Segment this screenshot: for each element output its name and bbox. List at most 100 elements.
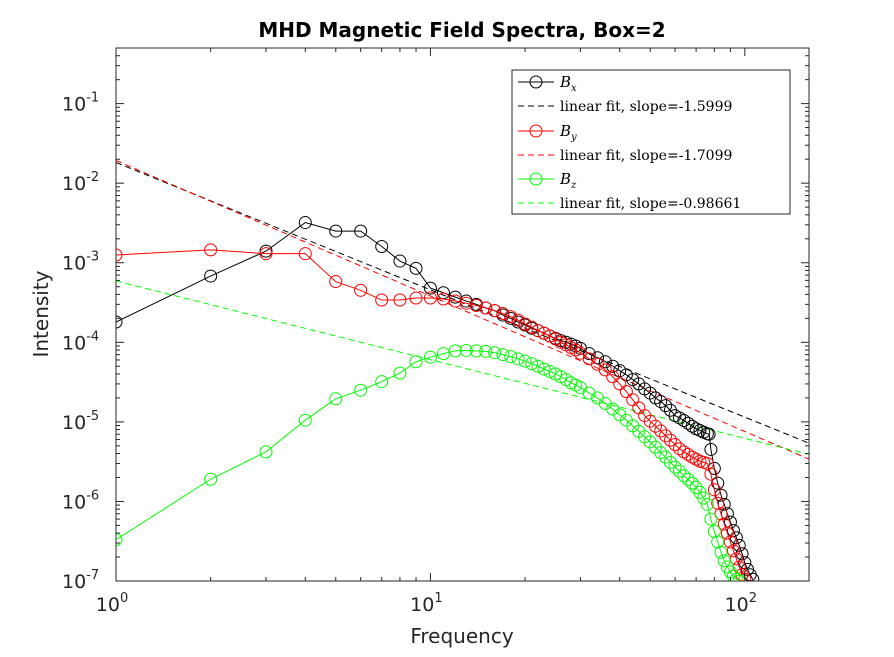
data-point: [116, 248, 123, 262]
data-point: [329, 392, 343, 406]
data-point: [204, 472, 218, 486]
data-point: [732, 574, 746, 581]
data-point: [654, 424, 668, 438]
data-point: [643, 386, 657, 400]
data-point: [423, 281, 437, 295]
data-point: [726, 569, 740, 581]
data-point: [606, 370, 620, 384]
data-point: [511, 352, 525, 366]
data-point: [643, 414, 657, 428]
data-point: [704, 442, 718, 456]
y-axis-label: Intensity: [29, 270, 53, 357]
data-point: [448, 344, 462, 358]
data-point: [685, 476, 699, 490]
legend-box: [511, 69, 791, 215]
data-point: [393, 366, 407, 380]
data-point: [479, 344, 493, 358]
data-point: [582, 347, 596, 361]
data-point: [496, 307, 510, 321]
data-point: [598, 363, 612, 377]
data-point: [525, 320, 539, 334]
data-point: [663, 433, 677, 447]
data-point: [504, 350, 518, 364]
y-tick-label: 10-1: [62, 91, 99, 116]
data-point: [659, 450, 673, 464]
series-bz: [116, 343, 746, 581]
data-point: [409, 261, 423, 275]
data-point: [700, 497, 714, 511]
data-point: [469, 344, 483, 358]
data-point: [649, 419, 663, 433]
data-point: [720, 526, 734, 540]
data-point: [711, 476, 725, 490]
data-point: [543, 364, 557, 378]
data-point: [702, 427, 716, 441]
data-point: [707, 483, 721, 497]
data-point: [714, 507, 728, 521]
data-point: [654, 395, 668, 409]
data-point: [518, 354, 532, 368]
data-point: [668, 460, 682, 474]
data-point: [619, 385, 633, 399]
legend-fit-label: linear fit, slope=-1.5999: [560, 99, 732, 115]
data-point: [677, 469, 691, 483]
data-point: [329, 275, 343, 289]
data-point: [423, 350, 437, 364]
data-point: [488, 346, 502, 360]
data-point: [423, 291, 437, 305]
legend-fit-label: linear fit, slope=-1.7099: [560, 148, 732, 164]
data-point: [606, 359, 620, 373]
legend-fit-label: linear fit, slope=-0.98661: [560, 196, 741, 212]
data-point: [711, 535, 725, 549]
data-point: [459, 296, 473, 310]
legend-series-marker: [529, 172, 543, 186]
data-point: [598, 355, 612, 369]
data-point: [537, 362, 551, 376]
data-point: [663, 403, 677, 417]
x-axis-label: Frequency: [410, 624, 513, 648]
data-point: [354, 383, 368, 397]
data-point: [496, 348, 510, 362]
data-point: [393, 293, 407, 307]
data-point: [673, 464, 687, 478]
data-point: [448, 294, 462, 308]
data-point: [717, 517, 731, 531]
data-point: [116, 533, 123, 547]
data-point: [582, 386, 596, 400]
data-point: [714, 488, 728, 502]
data-point: [681, 472, 695, 486]
data-point: [613, 377, 627, 391]
data-point: [689, 452, 703, 466]
data-point: [259, 445, 273, 459]
data-point: [409, 291, 423, 305]
data-series: [116, 216, 760, 581]
data-point: [697, 491, 711, 505]
data-point: [329, 224, 343, 238]
data-point: [354, 224, 368, 238]
data-point: [375, 375, 389, 389]
series-line-bz: [116, 349, 740, 581]
data-point: [393, 254, 407, 268]
data-point: [717, 554, 731, 568]
data-point: [504, 310, 518, 324]
data-point: [375, 240, 389, 253]
data-point: [298, 413, 312, 427]
data-point: [298, 216, 312, 230]
data-point: [643, 435, 657, 449]
data-point: [511, 313, 525, 327]
data-point: [746, 572, 760, 581]
data-point: [663, 455, 677, 469]
data-point: [659, 399, 673, 413]
data-point: [479, 301, 493, 315]
data-point: [681, 447, 695, 461]
series-line-by: [116, 249, 746, 580]
data-point: [204, 243, 218, 257]
data-point: [459, 343, 473, 357]
data-point: [116, 315, 123, 329]
data-point: [654, 446, 668, 460]
legend-series-marker: [529, 124, 543, 138]
data-point: [204, 269, 218, 283]
data-point: [259, 244, 273, 258]
